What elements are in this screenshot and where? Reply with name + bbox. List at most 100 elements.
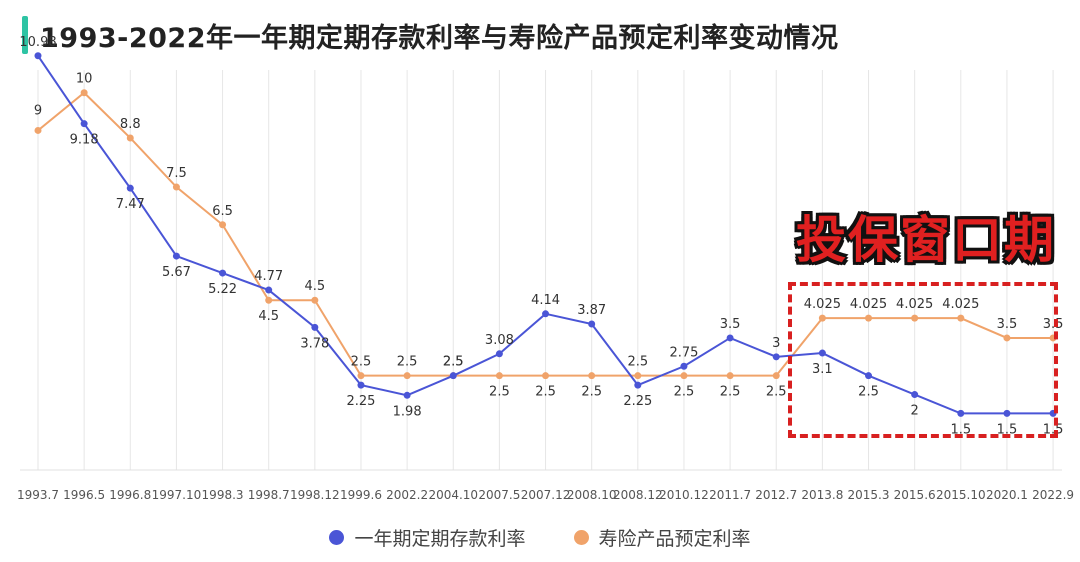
deposit-data-label: 1.98 <box>393 404 422 419</box>
insurance-data-label: 4.025 <box>804 297 841 312</box>
deposit-data-label: 10.98 <box>19 35 56 50</box>
legend-marker-insurance <box>573 530 589 545</box>
deposit-point <box>34 52 42 60</box>
deposit-point <box>311 323 319 331</box>
deposit-point <box>357 381 365 389</box>
x-tick-labels: 1993.7 1996.5 1996.8 1997.10 1998.3 1998.7 199… <box>17 488 1074 502</box>
insurance-point <box>865 314 873 322</box>
deposit-point <box>172 252 180 260</box>
insurance-point <box>357 372 365 380</box>
insurance-point <box>588 372 596 380</box>
insurance-data-label: 4.5 <box>258 309 279 324</box>
insurance-point <box>80 89 88 97</box>
insurance-point <box>126 134 134 142</box>
legend-item-insurance[interactable]: 寿险产品预定利率 <box>573 524 751 551</box>
deposit-data-label: 2.5 <box>858 385 879 400</box>
deposit-point <box>219 269 227 277</box>
chart-title: 1993-2022年一年期定期存款利率与寿险产品预定利率变动情况 <box>40 22 839 54</box>
deposit-data-label: 9.18 <box>70 133 99 148</box>
deposit-data-label: 1.5 <box>1043 422 1064 437</box>
x-tick-label: 2022.9 <box>1032 488 1074 502</box>
insurance-point <box>311 296 319 304</box>
deposit-data-label: 1.5 <box>997 422 1018 437</box>
annotation-label: 投保窗口期 <box>796 211 1056 269</box>
x-tick-label: 2007.12 <box>521 488 571 502</box>
insurance-point <box>634 372 642 380</box>
x-tick-label: 1998.12 <box>290 488 340 502</box>
deposit-point <box>634 381 642 389</box>
insurance-point <box>957 314 965 322</box>
x-tick-label: 2015.6 <box>894 488 936 502</box>
insurance-point <box>818 314 826 322</box>
deposit-data-label: 5.22 <box>208 282 237 297</box>
legend-label-insurance: 寿险产品预定利率 <box>598 528 751 550</box>
deposit-point <box>542 310 550 318</box>
insurance-data-label: 2.5 <box>351 355 372 370</box>
insurance-data-label: 10 <box>76 72 93 87</box>
x-tick-label: 2013.8 <box>801 488 843 502</box>
insurance-data-label: 2.5 <box>766 385 787 400</box>
deposit-point <box>726 334 734 342</box>
insurance-data-label: 9 <box>34 103 42 118</box>
deposit-data-label: 2.25 <box>347 394 376 409</box>
x-tick-label: 2011.7 <box>709 488 751 502</box>
series-lines <box>34 52 1057 417</box>
x-tick-label: 1996.8 <box>109 488 151 502</box>
insurance-point <box>265 296 273 304</box>
legend-marker-deposit <box>329 530 345 545</box>
deposit-data-label: 2.5 <box>443 355 464 370</box>
insurance-data-label: 2.5 <box>627 355 648 370</box>
insurance-data-label: 2.5 <box>397 355 418 370</box>
x-tick-label: 2015.3 <box>848 488 890 502</box>
data-labels: 10.98 9.18 7.47 5.67 5.22 4.77 3.78 2.25 1.98 2.5… <box>19 35 1063 438</box>
insurance-data-label: 4.025 <box>850 297 887 312</box>
insurance-data-label: 8.8 <box>120 117 141 132</box>
x-tick-label: 2004.10 <box>428 488 478 502</box>
deposit-point <box>449 372 457 380</box>
x-tick-label: 2012.7 <box>755 488 797 502</box>
deposit-data-label: 3.5 <box>720 317 741 332</box>
title-bar: 1993-2022年一年期定期存款利率与寿险产品预定利率变动情况 <box>22 16 839 54</box>
legend-item-deposit[interactable]: 一年期定期存款利率 <box>329 524 526 551</box>
insurance-data-label: 2.5 <box>489 385 510 400</box>
deposit-point <box>957 409 965 417</box>
insurance-point <box>34 126 42 134</box>
deposit-data-label: 5.67 <box>162 265 191 280</box>
x-tick-label: 2008.10 <box>567 488 617 502</box>
insurance-data-label: 7.5 <box>166 166 187 181</box>
insurance-point <box>772 372 780 380</box>
annotation-box <box>788 282 1058 438</box>
deposit-point <box>126 184 134 192</box>
deposit-point <box>1003 409 1011 417</box>
insurance-point <box>219 221 227 229</box>
insurance-point <box>403 372 411 380</box>
deposit-point <box>403 391 411 399</box>
insurance-data-label: 4.5 <box>304 279 325 294</box>
title-accent-bar <box>22 16 28 54</box>
insurance-data-label: 4.025 <box>942 297 979 312</box>
insurance-data-label: 2.5 <box>720 385 741 400</box>
x-tick-label: 2020.1 <box>986 488 1028 502</box>
insurance-data-label: 3.5 <box>997 317 1018 332</box>
x-tick-label: 2007.5 <box>478 488 520 502</box>
x-tick-label: 1997.10 <box>152 488 202 502</box>
deposit-data-label: 3.78 <box>300 336 329 351</box>
deposit-data-label: 2.25 <box>623 394 652 409</box>
insurance-point <box>495 372 503 380</box>
insurance-data-label: 6.5 <box>212 204 233 219</box>
insurance-point <box>680 372 688 380</box>
deposit-point <box>265 286 273 294</box>
insurance-data-label: 4.025 <box>896 297 933 312</box>
deposit-data-label: 3.1 <box>812 362 833 377</box>
x-tick-label: 2010.12 <box>659 488 709 502</box>
deposit-data-label: 3 <box>772 336 780 351</box>
deposit-point <box>680 362 688 370</box>
x-tick-label: 2002.2 <box>386 488 428 502</box>
deposit-point <box>80 120 88 128</box>
deposit-data-label: 3.08 <box>485 333 514 348</box>
insurance-data-label: 2.5 <box>581 385 602 400</box>
insurance-data-label: 2.5 <box>674 385 695 400</box>
insurance-point <box>1003 334 1011 342</box>
insurance-point <box>542 372 550 380</box>
x-tick-label: 2008.12 <box>613 488 663 502</box>
